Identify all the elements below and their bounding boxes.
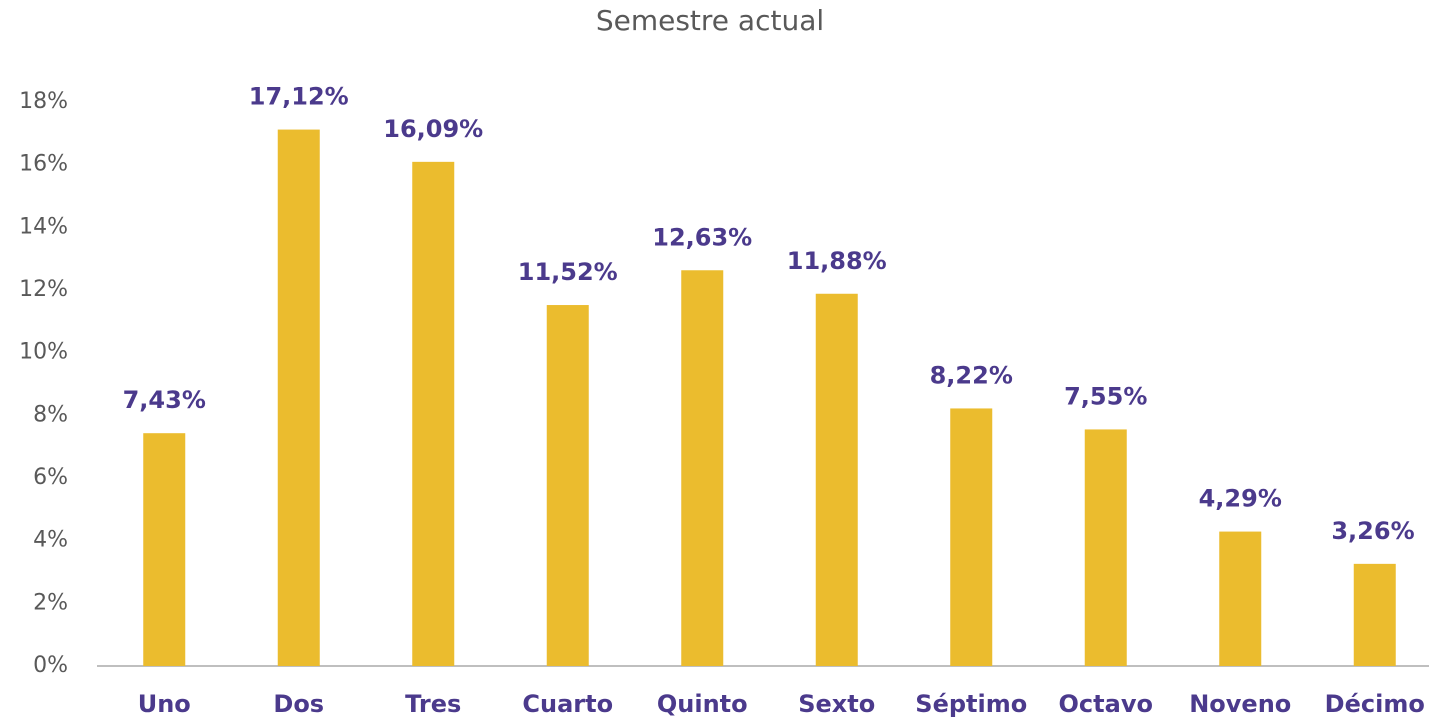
x-tick-label: Dos [273, 690, 324, 718]
bar [412, 161, 455, 666]
x-tick-label: Sexto [798, 690, 875, 718]
y-tick-label: 10% [19, 340, 68, 365]
value-label: 16,09% [383, 115, 483, 143]
value-label: 7,43% [123, 386, 206, 414]
y-tick-label: 4% [33, 528, 68, 553]
value-label: 8,22% [930, 361, 1013, 389]
y-tick-label: 12% [19, 277, 68, 302]
y-tick-label: 0% [33, 653, 68, 678]
bar [546, 305, 589, 666]
x-tick-label: Octavo [1059, 690, 1153, 718]
y-tick-label: 18% [19, 89, 68, 114]
x-tick-label: Uno [138, 690, 191, 718]
y-tick-label: 2% [33, 590, 68, 615]
x-tick-label: Quinto [657, 690, 748, 718]
x-tick-label: Séptimo [915, 690, 1027, 718]
y-tick-label: 16% [19, 152, 68, 177]
chart-title: Semestre actual [596, 4, 824, 37]
x-tick-label: Cuarto [522, 690, 613, 718]
value-label: 4,29% [1199, 485, 1282, 513]
value-label: 7,55% [1064, 382, 1147, 410]
value-label: 17,12% [249, 83, 349, 111]
bar [1353, 563, 1396, 666]
bar [277, 129, 320, 666]
bar [1084, 429, 1127, 666]
x-tick-label: Tres [405, 690, 461, 718]
bar [681, 270, 724, 666]
bar [1219, 531, 1262, 666]
y-tick-label: 6% [33, 465, 68, 490]
bar [143, 433, 186, 666]
value-label: 3,26% [1331, 517, 1414, 545]
bar [815, 293, 858, 666]
x-tick-label: Décimo [1325, 690, 1425, 718]
value-label: 11,52% [518, 258, 618, 286]
bar [950, 408, 993, 666]
y-tick-label: 14% [19, 214, 68, 239]
value-label: 12,63% [652, 223, 752, 251]
x-tick-label: Noveno [1189, 690, 1291, 718]
value-label: 11,88% [787, 247, 887, 275]
y-tick-label: 8% [33, 402, 68, 427]
